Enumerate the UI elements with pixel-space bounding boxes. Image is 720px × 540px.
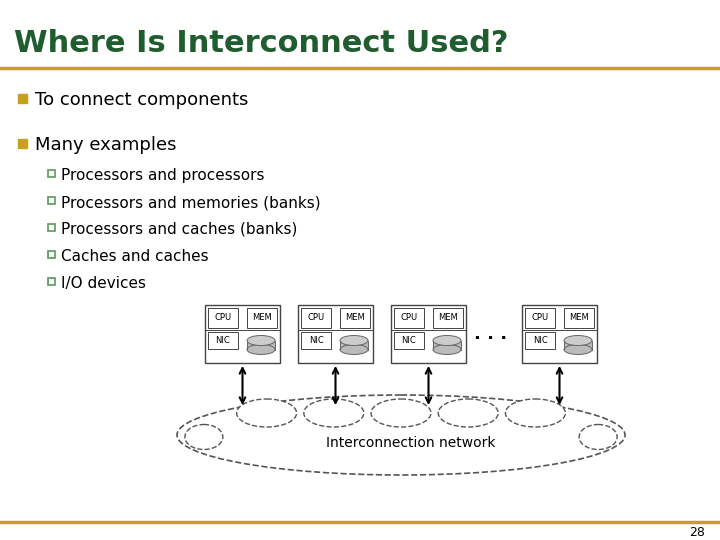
Ellipse shape (340, 335, 368, 346)
Bar (394, 308, 424, 328)
Bar (205, 305, 280, 363)
Bar (48, 224, 55, 231)
Ellipse shape (564, 345, 592, 354)
Ellipse shape (247, 345, 275, 354)
Bar (208, 332, 238, 349)
Ellipse shape (340, 345, 368, 354)
Bar (298, 305, 373, 363)
Ellipse shape (304, 399, 364, 427)
Ellipse shape (505, 399, 565, 427)
Ellipse shape (247, 335, 275, 346)
Text: I/O devices: I/O devices (61, 276, 146, 291)
Bar (394, 332, 424, 349)
Text: MEM: MEM (345, 314, 365, 322)
Bar (391, 305, 466, 363)
Bar (48, 170, 55, 177)
Bar (48, 278, 55, 285)
Bar (18, 94, 27, 103)
Text: To connect components: To connect components (35, 91, 248, 109)
Text: NIC: NIC (309, 336, 323, 345)
Text: Processors and processors: Processors and processors (61, 168, 264, 183)
Text: CPU: CPU (531, 314, 549, 322)
Ellipse shape (579, 424, 617, 449)
Bar (48, 251, 55, 258)
Ellipse shape (438, 399, 498, 427)
Text: Interconnection network: Interconnection network (326, 436, 496, 450)
Bar (564, 308, 594, 328)
Bar (525, 332, 555, 349)
Bar (525, 308, 555, 328)
Ellipse shape (433, 335, 461, 346)
Text: 28: 28 (689, 526, 705, 539)
Text: Many examples: Many examples (35, 136, 176, 154)
Text: MEM: MEM (252, 314, 272, 322)
Bar (48, 197, 55, 204)
Bar (522, 305, 597, 363)
Text: NIC: NIC (215, 336, 230, 345)
Bar (301, 308, 331, 328)
Ellipse shape (564, 335, 592, 346)
Bar (18, 139, 27, 148)
Text: CPU: CPU (400, 314, 418, 322)
Bar (208, 308, 238, 328)
Text: Caches and caches: Caches and caches (61, 249, 209, 264)
Ellipse shape (185, 424, 223, 449)
Bar (301, 332, 331, 349)
Text: Where Is Interconnect Used?: Where Is Interconnect Used? (14, 30, 508, 58)
Ellipse shape (371, 399, 431, 427)
Bar (247, 308, 277, 328)
Ellipse shape (433, 345, 461, 354)
Text: . . .: . . . (474, 325, 507, 343)
Bar (340, 308, 370, 328)
Text: MEM: MEM (438, 314, 458, 322)
Bar (433, 308, 463, 328)
Text: NIC: NIC (402, 336, 416, 345)
Ellipse shape (237, 399, 297, 427)
Text: MEM: MEM (569, 314, 589, 322)
Ellipse shape (177, 395, 625, 475)
Text: CPU: CPU (215, 314, 232, 322)
Text: Processors and memories (banks): Processors and memories (banks) (61, 195, 320, 210)
Text: CPU: CPU (307, 314, 325, 322)
Text: Processors and caches (banks): Processors and caches (banks) (61, 222, 297, 237)
Text: NIC: NIC (533, 336, 547, 345)
